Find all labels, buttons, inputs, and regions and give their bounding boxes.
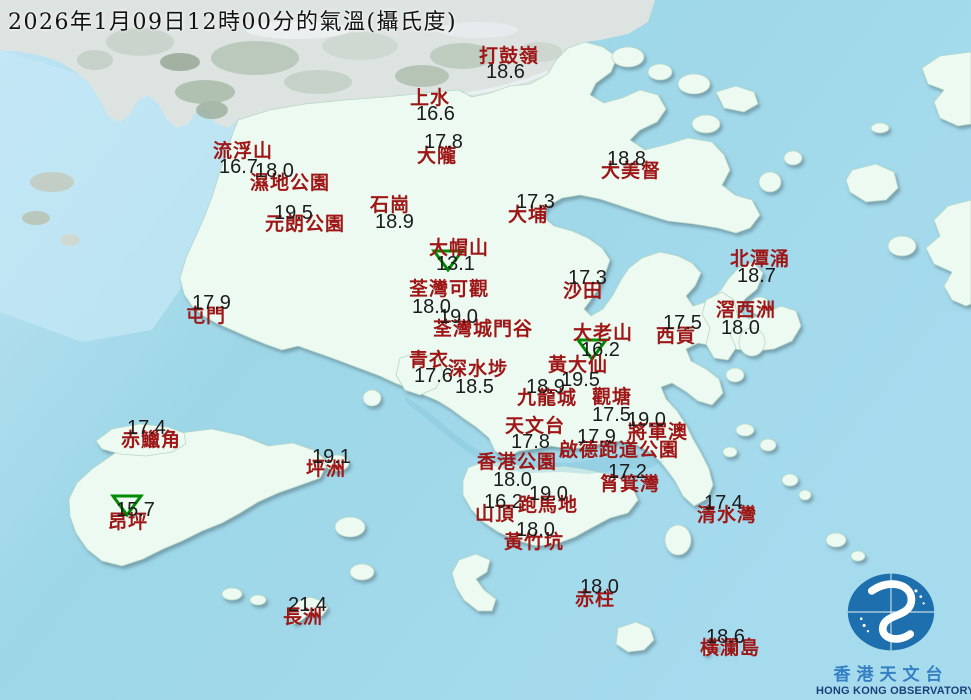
station-temperature: 16.7 [219,156,258,178]
station-temperature: 18.6 [486,61,525,83]
station-name: 大美督 [601,160,662,182]
station-name: 橫瀾島 [700,637,761,659]
hko-logo-english: HONG KONG OBSERVATORY [816,685,971,697]
station-temperature: 17.6 [414,365,453,387]
station-name: 石崗 [370,194,411,216]
station-name: 西貢 [656,325,697,347]
station-name: 筲箕灣 [600,473,661,495]
station-temperature: 18.0 [493,469,532,491]
station-temperature: 17.4 [704,492,743,514]
station-temperature: 17.9 [577,426,616,448]
station-temperature: 18.0 [721,317,760,339]
station-temperature: 17.5 [592,404,631,426]
station-temperature: 19.1 [312,446,351,468]
station-temperature: 16.2 [484,491,523,513]
station-name: 將軍澳 [628,421,689,443]
station-temperature: 19.5 [274,202,313,224]
hko-logo-chinese: 香港天文台 [833,665,949,685]
station-temperature: 17.3 [516,191,555,213]
green-triangle-marker-icon [110,494,144,518]
station-name: 跑馬地 [518,494,579,516]
station-temperature: 18.0 [580,576,619,598]
station-temperature: 18.0 [412,296,451,318]
station-temperature: 19.5 [561,369,600,391]
station-temperature: 16.2 [581,339,620,361]
station-name: 天文台 [505,415,566,437]
station-temperature: 16.6 [416,103,455,125]
station-name: 大帽山 [429,237,490,259]
station-temperature: 18.8 [607,148,646,170]
station-temperature: 17.4 [127,417,166,439]
station-temperature: 21.4 [288,594,327,616]
station-name: 元朗公園 [265,213,346,235]
hko-logo-mark [847,573,935,651]
station-name: 大埔 [508,204,549,226]
station-name: 滘西洲 [716,299,777,321]
station-temperature: 19.0 [627,409,666,431]
green-triangle-marker-icon [575,338,609,362]
station-temperature: 18.9 [375,211,414,233]
station-name: 深水埗 [448,358,509,380]
station-temperature: 18.0 [255,160,294,182]
station-temperature: 18.0 [516,519,555,541]
station-name: 坪洲 [306,458,347,480]
victoria-harbour-tint [404,396,664,474]
station-name: 長洲 [283,606,324,628]
station-temperature: 15.7 [116,499,155,521]
station-temperature: 17.3 [568,267,607,289]
station-name: 荃灣城門谷 [433,318,534,340]
station-temperature: 18.9 [526,376,565,398]
station-name: 觀塘 [592,386,633,408]
station-name: 黃竹坑 [504,531,565,553]
station-name: 昂坪 [108,511,149,533]
station-name: 大隴 [417,145,458,167]
station-name: 香港公園 [477,451,558,473]
station-name: 上水 [410,87,451,109]
station-temperature: 18.7 [737,265,776,287]
station-temperature: 19.0 [439,306,478,328]
hong-kong-landmasses [68,41,971,656]
station-temperature: 18.6 [706,626,745,648]
station-temperature: 17.8 [424,131,463,153]
station-name: 赤柱 [575,588,616,610]
hko-logo: 香港天文台 HONG KONG OBSERVATORY [816,571,971,697]
station-temperature: 17.9 [192,292,231,314]
green-triangle-marker-icon [431,249,465,273]
station-temperature: 13.1 [436,253,475,275]
station-name: 清水灣 [697,504,758,526]
station-name: 大老山 [573,322,634,344]
station-name: 荃灣可觀 [409,278,490,300]
station-name: 九龍城 [517,387,578,409]
station-temperature: 18.5 [455,376,494,398]
station-name: 流浮山 [213,140,274,162]
station-name: 北潭涌 [730,248,791,270]
station-name: 青衣 [409,349,450,371]
station-name: 赤鱲角 [121,429,182,451]
station-name: 黃大仙 [548,354,609,376]
station-temperature: 17.8 [511,431,550,453]
station-name: 濕地公園 [250,172,331,194]
station-temperature: 17.2 [608,461,647,483]
station-name: 山頂 [475,503,516,525]
station-temperature: 17.5 [663,312,702,334]
map-title: 2026年1月09日12時00分的氣溫(攝氏度) [8,10,458,35]
station-name: 沙田 [563,280,604,302]
station-temperature: 19.0 [529,483,568,505]
station-name: 啟德跑道公園 [559,439,680,461]
shenzhen-urban-area [0,0,655,246]
station-name: 打鼓嶺 [479,45,540,67]
station-name: 屯門 [186,305,227,327]
